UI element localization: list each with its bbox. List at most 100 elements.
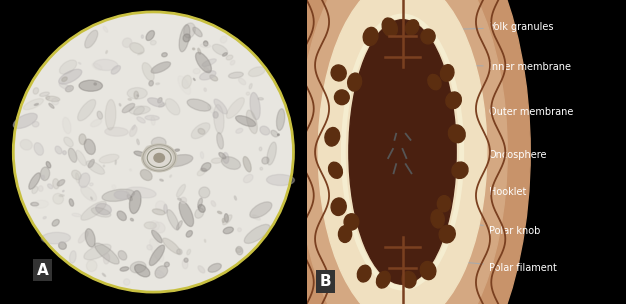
Ellipse shape [236, 247, 243, 255]
Ellipse shape [85, 30, 98, 48]
Ellipse shape [193, 78, 195, 81]
Ellipse shape [357, 265, 371, 282]
Ellipse shape [329, 162, 342, 178]
Ellipse shape [105, 127, 128, 136]
Ellipse shape [226, 55, 233, 60]
Ellipse shape [246, 92, 250, 95]
Ellipse shape [428, 74, 441, 90]
Ellipse shape [130, 126, 137, 136]
Ellipse shape [234, 196, 237, 200]
Ellipse shape [149, 81, 153, 86]
Ellipse shape [230, 60, 235, 65]
Ellipse shape [170, 175, 172, 177]
Ellipse shape [163, 238, 180, 254]
Ellipse shape [85, 229, 95, 247]
Ellipse shape [165, 98, 180, 115]
Ellipse shape [213, 105, 224, 134]
Ellipse shape [130, 218, 133, 221]
Ellipse shape [267, 142, 277, 165]
Ellipse shape [91, 119, 101, 127]
Ellipse shape [347, 73, 362, 91]
Ellipse shape [66, 85, 73, 92]
Ellipse shape [339, 226, 352, 242]
Ellipse shape [111, 66, 120, 74]
Ellipse shape [200, 152, 203, 159]
Ellipse shape [183, 23, 195, 38]
Ellipse shape [212, 158, 222, 163]
Ellipse shape [69, 251, 76, 263]
Text: Polar filament: Polar filament [389, 256, 557, 272]
Ellipse shape [187, 99, 211, 111]
Ellipse shape [298, 0, 507, 304]
Ellipse shape [52, 98, 59, 105]
Ellipse shape [222, 157, 240, 169]
Ellipse shape [76, 150, 86, 166]
Ellipse shape [223, 227, 233, 234]
Ellipse shape [43, 216, 46, 219]
Ellipse shape [49, 103, 54, 108]
Ellipse shape [200, 44, 210, 48]
Ellipse shape [438, 196, 451, 212]
Ellipse shape [86, 260, 97, 271]
Ellipse shape [48, 184, 53, 189]
Ellipse shape [420, 261, 436, 280]
Text: Inner membrane: Inner membrane [393, 62, 571, 72]
Ellipse shape [198, 129, 205, 134]
Ellipse shape [62, 77, 67, 81]
Ellipse shape [153, 222, 165, 233]
Ellipse shape [198, 205, 205, 212]
Ellipse shape [158, 103, 166, 107]
Ellipse shape [452, 162, 468, 178]
Ellipse shape [259, 98, 264, 100]
Ellipse shape [41, 232, 71, 244]
Ellipse shape [446, 92, 461, 109]
Ellipse shape [183, 34, 190, 42]
Ellipse shape [32, 186, 38, 194]
Ellipse shape [182, 260, 188, 269]
Ellipse shape [156, 83, 160, 85]
Ellipse shape [334, 90, 349, 105]
Ellipse shape [91, 207, 111, 217]
Ellipse shape [151, 116, 155, 125]
Ellipse shape [318, 0, 487, 304]
Ellipse shape [138, 52, 143, 55]
Ellipse shape [134, 106, 145, 115]
Ellipse shape [250, 202, 272, 218]
Ellipse shape [123, 279, 130, 285]
Ellipse shape [142, 63, 154, 81]
Ellipse shape [260, 167, 263, 170]
Ellipse shape [217, 133, 223, 149]
Ellipse shape [103, 26, 108, 32]
Ellipse shape [147, 245, 152, 250]
Ellipse shape [120, 267, 129, 271]
Ellipse shape [249, 67, 265, 77]
Ellipse shape [92, 63, 102, 70]
Ellipse shape [187, 249, 190, 255]
Ellipse shape [277, 109, 285, 130]
Ellipse shape [134, 91, 138, 99]
Ellipse shape [93, 59, 118, 71]
Ellipse shape [252, 215, 260, 220]
Ellipse shape [325, 128, 340, 146]
Ellipse shape [150, 221, 160, 230]
Ellipse shape [186, 230, 192, 237]
Ellipse shape [197, 169, 205, 176]
Ellipse shape [78, 99, 96, 121]
Ellipse shape [208, 264, 222, 272]
Ellipse shape [69, 199, 74, 206]
Ellipse shape [33, 121, 39, 127]
Ellipse shape [115, 160, 116, 164]
Ellipse shape [46, 96, 59, 102]
Ellipse shape [177, 185, 185, 197]
Ellipse shape [102, 189, 135, 202]
Ellipse shape [59, 69, 82, 84]
Ellipse shape [63, 190, 64, 192]
Ellipse shape [52, 219, 59, 226]
Ellipse shape [33, 88, 39, 94]
Ellipse shape [439, 225, 455, 243]
Ellipse shape [150, 245, 165, 266]
Ellipse shape [244, 224, 270, 244]
Ellipse shape [204, 88, 207, 92]
Ellipse shape [145, 115, 159, 120]
Ellipse shape [250, 92, 260, 119]
